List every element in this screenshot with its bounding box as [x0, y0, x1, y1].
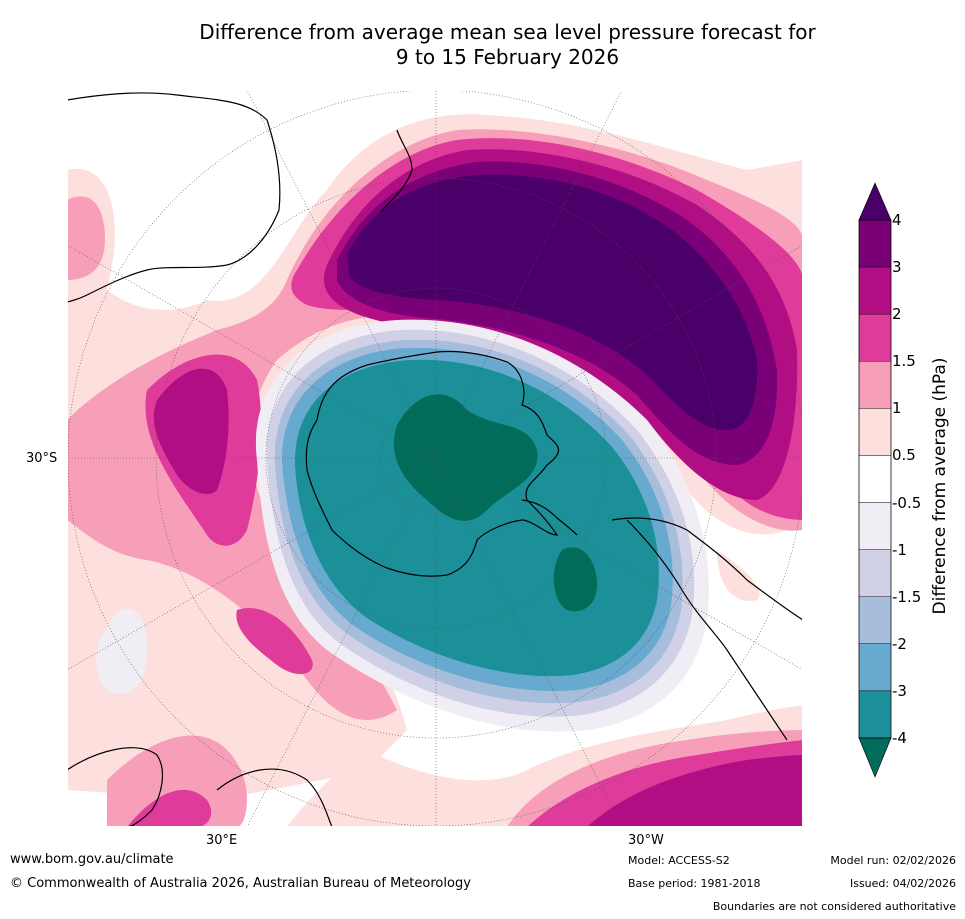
map-title: Difference from average mean sea level p… — [100, 20, 915, 70]
lon-label-30w: 30°W — [628, 833, 664, 848]
footer-url[interactable]: www.bom.gov.au/climate — [10, 852, 174, 867]
footer-disclaimer: Boundaries are not considered authoritat… — [712, 900, 956, 913]
pressure-anomaly-map — [67, 90, 803, 827]
colorbar-top-arrow — [858, 182, 892, 221]
anomaly-zone-pos-very-strong — [153, 368, 229, 495]
colorbar-bin — [858, 690, 892, 739]
coast-antarctica — [305, 350, 560, 577]
anomaly-zone-pos-moderate — [67, 196, 105, 280]
colorbar-tick-label: -4 — [892, 729, 907, 747]
colorbar-bin — [858, 643, 892, 692]
footer-base-period: Base period: 1981-2018 — [628, 877, 761, 890]
colorbar-bin — [858, 596, 892, 645]
anomaly-zone-pos-very-strong — [587, 755, 803, 827]
colorbar-tick-label: 1 — [892, 399, 902, 418]
colorbar-tick-label: -1.5 — [892, 587, 922, 606]
colorbar-tick-label: 4 — [892, 211, 902, 229]
anomaly-zone-pos-strong — [236, 608, 313, 675]
colorbar-bin — [858, 549, 892, 597]
anomaly-zone-neg-weak — [96, 608, 147, 694]
colorbar-bin — [858, 455, 892, 503]
colorbar — [858, 182, 892, 778]
footer-copyright: © Commonwealth of Australia 2026, Austra… — [10, 876, 471, 891]
colorbar-bin — [858, 313, 892, 362]
colorbar-bin — [858, 408, 892, 456]
colorbar-tick-label: 3 — [892, 258, 902, 277]
colorbar-tick-label: 1.5 — [892, 352, 916, 371]
colorbar-tick-label: 2 — [892, 305, 902, 324]
coast-africa — [216, 768, 333, 827]
colorbar-tick-label: -0.5 — [892, 493, 922, 512]
lat-label-30s: 30°S — [26, 451, 58, 466]
map-frame — [67, 90, 803, 827]
colorbar-tick-label: -3 — [892, 681, 907, 700]
colorbar-bin — [858, 219, 892, 268]
colorbar-bin — [858, 266, 892, 315]
coast-australia — [67, 92, 281, 303]
colorbar-frame — [858, 219, 892, 739]
title-line-2: 9 to 15 February 2026 — [395, 45, 620, 69]
coast-africa — [67, 747, 164, 827]
anomaly-zone-pos-max — [347, 174, 758, 430]
anomaly-zone-pos-moderate — [107, 735, 247, 827]
footer-issued: Issued: 04/02/2026 — [849, 877, 956, 890]
colorbar-title: Difference from average (hPa) — [930, 357, 950, 615]
coast-antarctic-peninsula — [521, 499, 578, 536]
title-line-1: Difference from average mean sea level p… — [199, 20, 816, 44]
lon-label-30e: 30°E — [206, 833, 238, 848]
anomaly-zone-neg-max — [553, 547, 597, 612]
footer-model: Model: ACCESS-S2 — [628, 854, 730, 867]
coastlines — [67, 92, 803, 827]
coast-south-america — [611, 517, 803, 621]
colorbar-tick-label: -1 — [892, 540, 907, 559]
colorbar-bottom-arrow — [858, 737, 892, 778]
colorbar-bin — [858, 502, 892, 550]
anomaly-zone-pos-strong — [127, 789, 212, 827]
colorbar-tick-label: 0.5 — [892, 446, 916, 465]
colorbar-tick-label: -2 — [892, 634, 907, 653]
coast-south-america — [626, 519, 788, 741]
coast-new-zealand — [380, 129, 413, 213]
colorbar-bin — [858, 361, 892, 409]
anomaly-zone-neg-max — [393, 394, 538, 521]
footer-model-run: Model run: 02/02/2026 — [830, 854, 956, 867]
